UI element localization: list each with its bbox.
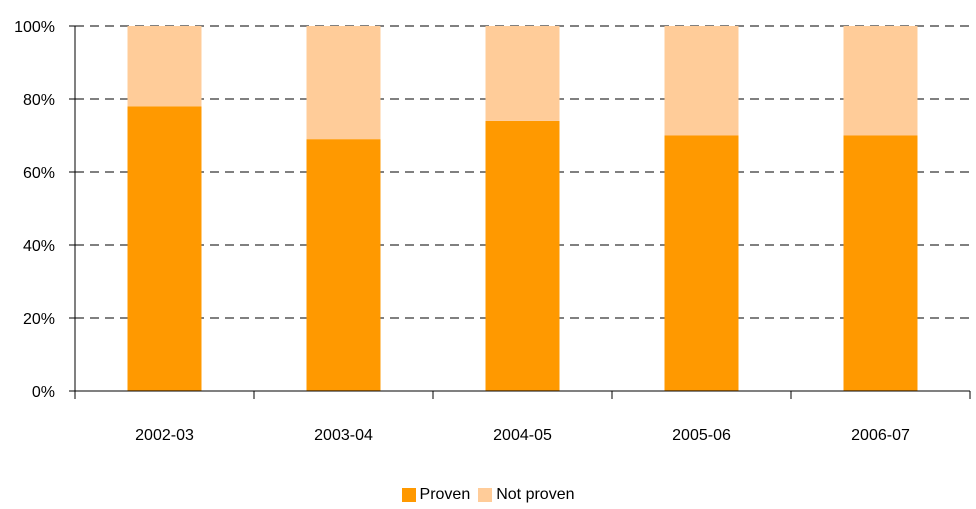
x-tick-label: 2005-06 xyxy=(672,427,731,444)
x-tick-labels: 2002-03 2003-04 2004-05 2005-06 2006-07 xyxy=(135,427,910,444)
y-tick-label: 20% xyxy=(23,311,55,328)
legend-label-not-proven: Not proven xyxy=(496,486,575,503)
y-tick-label: 0% xyxy=(32,384,55,401)
legend-swatch-proven xyxy=(401,488,416,502)
bar-proven-2002-03 xyxy=(127,106,202,392)
legend: Proven Not proven xyxy=(0,486,976,504)
x-tick-label: 2002-03 xyxy=(135,427,194,444)
bar-proven-2004-05 xyxy=(485,120,560,392)
y-tick-label: 80% xyxy=(23,92,55,109)
bar-not-proven-2003-04 xyxy=(306,26,381,140)
gridlines xyxy=(69,25,970,392)
stacked-bar-chart: 0% 20% 40% 60% 80% 100% 2002-03 2003-04 2004-05… xyxy=(14,19,971,444)
y-tick-labels: 0% 20% 40% 60% 80% 100% xyxy=(14,19,55,401)
bar-not-proven-2004-05 xyxy=(485,26,560,121)
axes xyxy=(74,26,971,399)
x-tick-label: 2004-05 xyxy=(493,427,552,444)
y-tick-label: 100% xyxy=(14,19,55,36)
legend-item-not-proven: Not proven xyxy=(478,486,574,504)
y-tick-label: 40% xyxy=(23,238,55,255)
bar-not-proven-2006-07 xyxy=(843,26,918,136)
bars xyxy=(127,26,918,392)
bar-not-proven-2002-03 xyxy=(127,26,202,107)
bar-proven-2005-06 xyxy=(664,135,739,391)
bar-proven-2006-07 xyxy=(843,135,918,391)
x-tick-label: 2003-04 xyxy=(314,427,373,444)
bar-proven-2003-04 xyxy=(306,139,381,391)
legend-item-proven: Proven xyxy=(401,486,471,504)
y-tick-label: 60% xyxy=(23,165,55,182)
legend-label-proven: Proven xyxy=(419,486,471,503)
bar-not-proven-2005-06 xyxy=(664,26,739,136)
x-tick-label: 2006-07 xyxy=(851,427,910,444)
legend-swatch-not-proven xyxy=(478,488,493,502)
